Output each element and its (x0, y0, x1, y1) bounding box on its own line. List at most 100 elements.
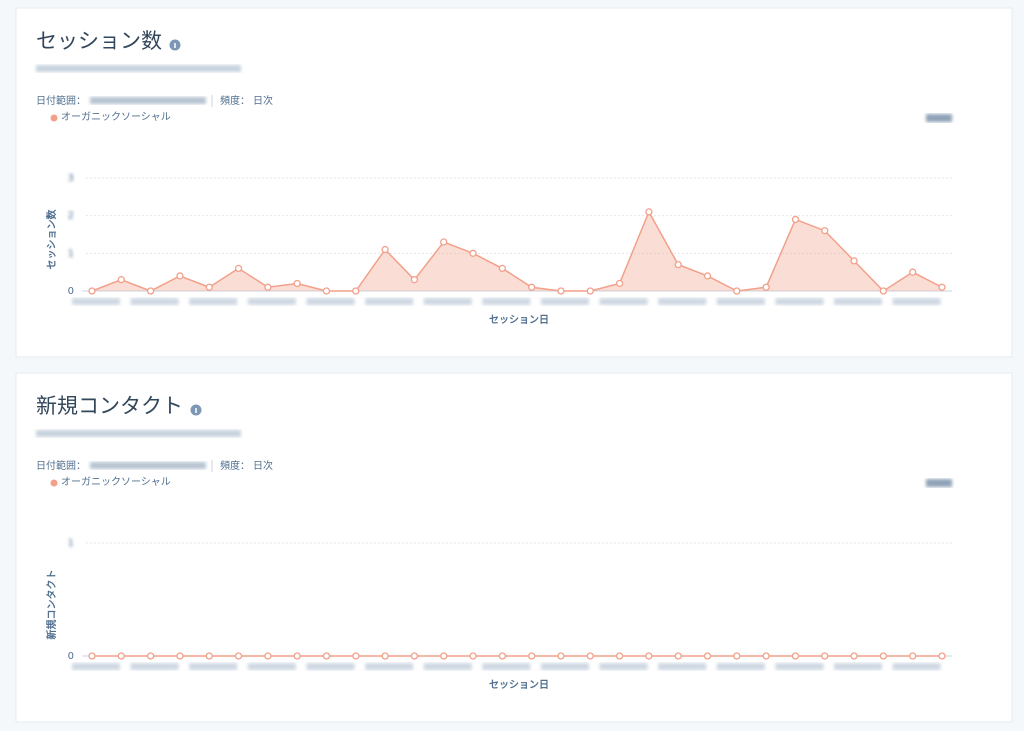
point (322, 287, 331, 295)
point (850, 257, 858, 265)
point (88, 652, 96, 660)
y-tick-label: 2 (68, 211, 74, 222)
blurred-date (189, 663, 238, 670)
blurred-date (365, 663, 414, 670)
point (234, 652, 243, 660)
date-range-label: 日付範囲： (36, 459, 86, 472)
point (703, 272, 712, 280)
point (762, 283, 770, 291)
point (791, 652, 800, 660)
point (821, 227, 829, 235)
point (733, 287, 741, 295)
blurred-total (926, 114, 952, 122)
point (176, 272, 184, 280)
point (615, 652, 624, 660)
point (645, 652, 653, 660)
blurred-date-range (90, 97, 206, 104)
y-tick-label: 0 (68, 651, 74, 662)
frequency-label: 頻度： (220, 94, 250, 107)
blurred-date (599, 298, 648, 305)
point (440, 652, 448, 660)
point (703, 652, 712, 660)
blurred-date (365, 298, 414, 305)
point (117, 652, 125, 660)
point (762, 652, 770, 660)
y-axis-label: 新規コンタクト (45, 570, 58, 640)
point (146, 652, 155, 660)
point (264, 652, 272, 660)
blurred-date (540, 663, 589, 670)
blurred-date (306, 663, 355, 670)
point (528, 283, 536, 291)
point (879, 652, 888, 660)
blurred-date (716, 663, 765, 670)
legend-label: オーガニックソーシャル (61, 476, 171, 488)
point (293, 652, 301, 660)
point (322, 652, 331, 660)
legend-swatch (50, 114, 58, 122)
blurred-date (189, 298, 238, 305)
blurred-date (306, 298, 355, 305)
blurred-date (658, 663, 707, 670)
y-tick-label: 1 (68, 248, 74, 259)
blurred-date (775, 663, 824, 670)
blurred-date (834, 663, 883, 670)
point (440, 238, 448, 246)
point (645, 208, 653, 216)
blurred-date (892, 663, 941, 670)
point (205, 652, 213, 660)
legend-label: オーガニックソーシャル (61, 111, 171, 123)
x-axis-label: セッション日 (489, 314, 549, 326)
blurred-total (926, 479, 952, 487)
area (92, 211, 942, 291)
blurred-date-range (90, 462, 206, 469)
point (528, 652, 536, 660)
y-axis-label: セッション数 (45, 209, 58, 270)
blurred-date (130, 298, 179, 305)
card-title: セッション数 (36, 29, 162, 53)
x-axis-label: セッション日 (489, 679, 549, 691)
card-title: 新規コンタクト (36, 394, 183, 418)
point (205, 283, 213, 291)
blurred-date (892, 298, 941, 305)
blurred-date (72, 663, 120, 670)
point (850, 652, 858, 660)
point (117, 276, 125, 284)
point (264, 283, 272, 291)
blurred-date (658, 298, 707, 305)
point (381, 245, 389, 254)
blurred-subtitle (36, 430, 241, 437)
blurred-date (834, 298, 883, 305)
point (410, 652, 419, 660)
blurred-date (482, 663, 531, 670)
y-tick-label: 3 (68, 173, 74, 184)
blurred-date (540, 298, 589, 305)
point (909, 268, 917, 276)
blurred-date (423, 298, 472, 305)
point (88, 287, 96, 295)
point (938, 283, 946, 291)
point (733, 652, 741, 660)
y-tick-label: 0 (68, 286, 74, 297)
point (557, 287, 565, 295)
blurred-date (599, 663, 648, 670)
point (821, 652, 829, 660)
blurred-date (130, 663, 179, 670)
point (410, 276, 419, 284)
point (674, 652, 682, 660)
blurred-date (716, 298, 765, 305)
date-range-label: 日付範囲： (36, 94, 86, 107)
point (293, 279, 301, 288)
point (586, 652, 594, 660)
blurred-date (775, 298, 824, 305)
point (146, 287, 155, 295)
point (381, 652, 389, 660)
blurred-date (247, 663, 296, 670)
point (234, 264, 243, 273)
point (352, 652, 360, 660)
point (498, 264, 506, 273)
line (91, 210, 943, 292)
